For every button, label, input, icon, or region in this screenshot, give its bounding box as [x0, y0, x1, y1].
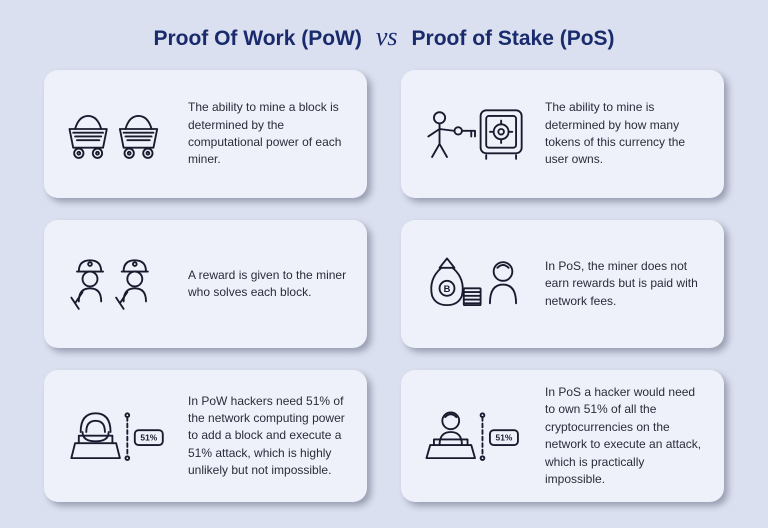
card-text: In PoS, the miner does not earn rewards … — [545, 258, 706, 310]
header: Proof Of Work (PoW) vs Proof of Stake (P… — [0, 0, 768, 70]
card-text: In PoS a hacker would need to own 51% of… — [545, 384, 706, 488]
hacker-51-icon: 51% — [62, 398, 174, 474]
pow-title: Proof Of Work (PoW) — [153, 27, 361, 51]
card-pos-reward: B In PoS, the miner does not earn reward… — [401, 220, 724, 348]
vs-separator: vs — [376, 22, 398, 52]
card-text: In PoW hackers need 51% of the network c… — [188, 393, 349, 480]
card-text: A reward is given to the miner who solve… — [188, 267, 349, 302]
card-pow-mining: The ability to mine a block is determine… — [44, 70, 367, 198]
card-text: The ability to mine is determined by how… — [545, 99, 706, 169]
badge-text: 51% — [496, 432, 513, 442]
person-key-vault-icon — [419, 96, 531, 172]
mining-carts-icon — [62, 96, 174, 172]
comparison-grid: The ability to mine a block is determine… — [0, 70, 768, 528]
badge-text: 51% — [140, 432, 157, 442]
two-miners-icon — [62, 246, 174, 322]
card-pos-attack: 51% In PoS a hacker would need to own 51… — [401, 370, 724, 502]
money-bag-person-icon: B — [419, 246, 531, 322]
card-pow-reward: A reward is given to the miner who solve… — [44, 220, 367, 348]
svg-text:B: B — [444, 284, 451, 294]
person-laptop-51-icon: 51% — [419, 398, 531, 474]
card-pos-mining: The ability to mine is determined by how… — [401, 70, 724, 198]
card-text: The ability to mine a block is determine… — [188, 99, 349, 169]
card-pow-attack: 51% In PoW hackers need 51% of the netwo… — [44, 370, 367, 502]
pos-title: Proof of Stake (PoS) — [412, 27, 615, 51]
